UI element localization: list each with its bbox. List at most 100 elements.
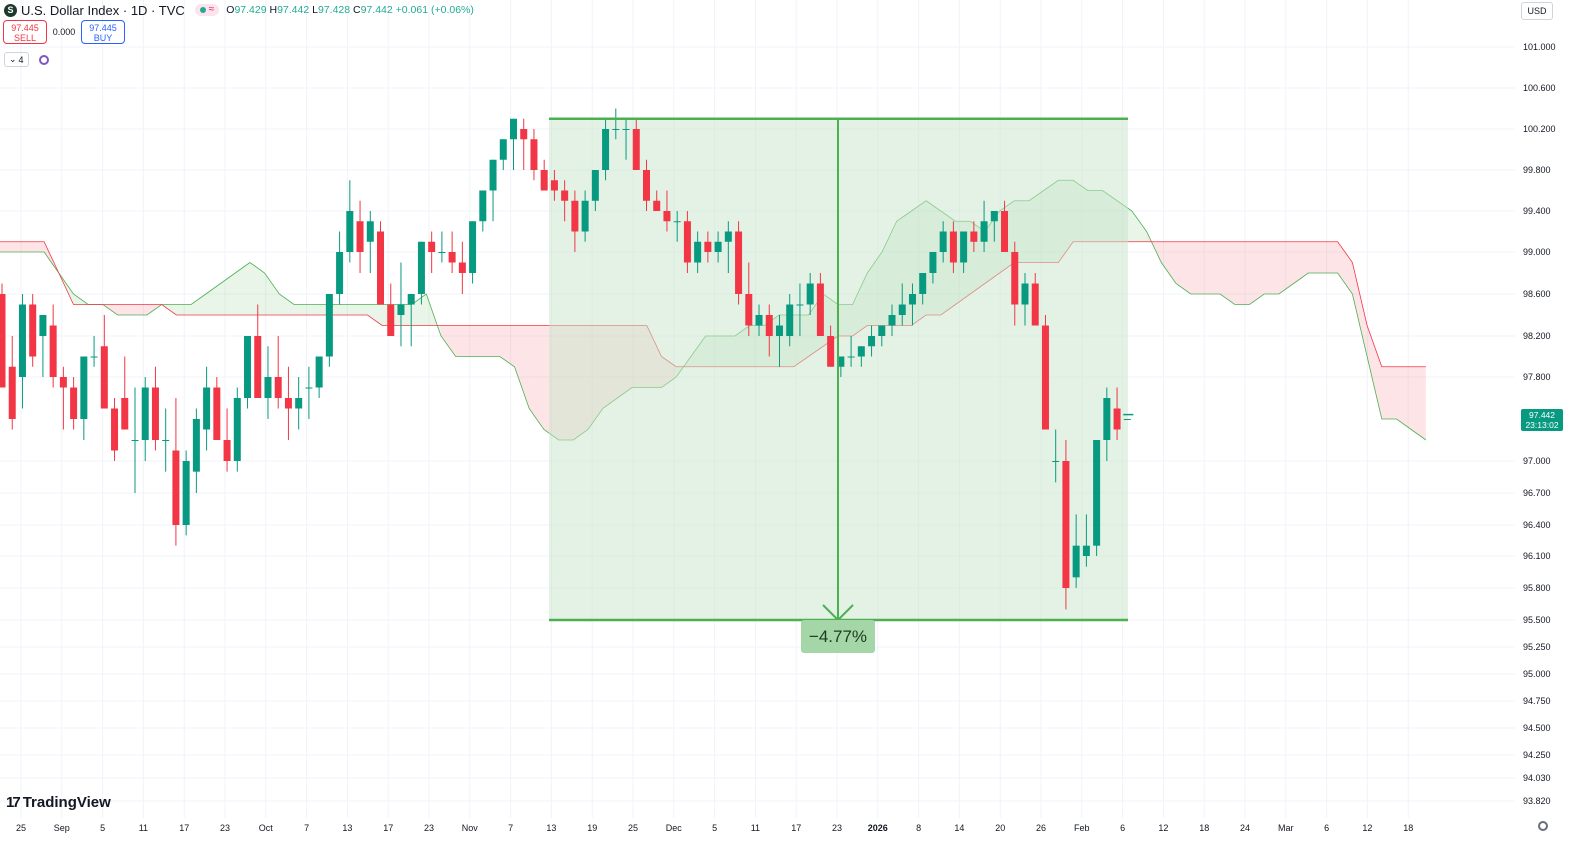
candle-body xyxy=(59,377,67,388)
time-tick-label: 18 xyxy=(1199,823,1209,833)
candle-body xyxy=(806,283,814,305)
candle xyxy=(642,159,650,211)
candle-body xyxy=(1021,283,1029,305)
candle-body xyxy=(816,283,824,336)
candle xyxy=(49,304,57,388)
buy-button[interactable]: 97.445 BUY xyxy=(81,20,125,44)
low-value: 97.428 xyxy=(317,4,351,16)
candle-body xyxy=(325,294,333,357)
candle xyxy=(366,211,374,273)
candle xyxy=(694,231,702,273)
ichimoku-cloud-segment xyxy=(176,304,192,315)
candle xyxy=(1062,440,1070,610)
ichimoku-cloud-segment xyxy=(1161,241,1176,284)
indicators-row: ⌄ 4 xyxy=(4,52,49,67)
candle xyxy=(827,325,835,367)
candle xyxy=(203,366,211,451)
candle-body xyxy=(377,231,385,305)
price-tick-label: 95.500 xyxy=(1523,615,1551,625)
candle-body xyxy=(0,294,6,388)
candle xyxy=(407,294,415,347)
candle xyxy=(653,190,661,211)
time-tick-label: 25 xyxy=(628,823,638,833)
candle-body xyxy=(898,304,906,315)
time-tick-label: 23 xyxy=(832,823,842,833)
candle xyxy=(305,366,313,419)
time-tick-label: 20 xyxy=(995,823,1005,833)
candle-body xyxy=(1062,461,1070,588)
ichimoku-cloud-segment xyxy=(220,273,236,315)
ichimoku-cloud-segment xyxy=(529,325,544,430)
candle-body xyxy=(417,241,425,294)
ichimoku-cloud-segment xyxy=(485,325,500,357)
refresh-icon[interactable] xyxy=(38,54,49,65)
currency-button[interactable]: USD xyxy=(1521,2,1553,20)
candle-body xyxy=(192,419,200,472)
candle-body xyxy=(387,304,395,336)
candle-body xyxy=(356,221,364,252)
candle xyxy=(591,170,599,211)
indicators-toggle-button[interactable]: ⌄ 4 xyxy=(4,52,29,67)
candle xyxy=(213,377,221,440)
candle xyxy=(673,211,681,242)
tradingview-logo[interactable]: 17 TradingView xyxy=(6,794,111,811)
time-tick-label: 11 xyxy=(751,823,760,833)
candle-body xyxy=(949,231,957,263)
candle xyxy=(980,200,988,252)
candle-body xyxy=(100,346,108,409)
time-tick-label: 8 xyxy=(916,823,921,833)
last-price-label: 97.442 23:13:02 xyxy=(1521,409,1563,431)
candle-body xyxy=(642,170,650,201)
candle xyxy=(612,108,620,140)
candle xyxy=(325,294,333,367)
candle-body xyxy=(336,252,344,294)
price-tick-label: 95.000 xyxy=(1523,669,1551,679)
sell-button[interactable]: 97.445 SELL xyxy=(3,20,47,44)
ichimoku-cloud-segment xyxy=(411,294,427,326)
candle-body xyxy=(612,129,620,130)
candle-body xyxy=(960,231,968,263)
candle xyxy=(356,200,364,273)
symbol-title[interactable]: U.S. Dollar Index · 1D · TVC xyxy=(21,2,185,18)
candle xyxy=(1031,273,1039,326)
candle xyxy=(274,336,282,409)
price-tick-label: 100.200 xyxy=(1523,124,1556,134)
price-tick-label: 100.600 xyxy=(1523,83,1556,93)
settings-gear-icon[interactable] xyxy=(1538,821,1548,831)
candle-body xyxy=(499,139,507,160)
candle-body xyxy=(1041,325,1049,430)
price-tick-label: 96.700 xyxy=(1523,488,1551,498)
tradingview-logo-icon: 17 xyxy=(6,794,21,811)
candle xyxy=(704,231,712,263)
candle-body xyxy=(407,294,415,305)
candle xyxy=(162,408,170,472)
price-tick-label: 97.800 xyxy=(1523,372,1551,382)
market-status-badge[interactable]: ≈ xyxy=(194,4,220,16)
candle xyxy=(1123,419,1131,420)
candle-body xyxy=(1103,398,1111,440)
candle xyxy=(581,190,589,242)
candle-body xyxy=(694,241,702,263)
time-tick-label: 17 xyxy=(179,823,189,833)
candle xyxy=(510,118,517,170)
candle xyxy=(264,346,272,419)
ichimoku-cloud-segment xyxy=(264,273,280,315)
time-tick-label: 25 xyxy=(16,823,26,833)
candle-body xyxy=(908,294,916,305)
ichimoku-cloud-segment xyxy=(1234,241,1250,305)
ichimoku-cloud-segment xyxy=(1249,241,1265,305)
candle-body xyxy=(939,231,947,252)
price-tick-label: 98.200 xyxy=(1523,331,1551,341)
candle xyxy=(438,231,446,263)
close-value: 97.442 xyxy=(360,4,393,16)
candle-body xyxy=(970,231,978,242)
time-tick-label: Sep xyxy=(54,823,70,833)
candle-body xyxy=(632,129,640,170)
time-tick-label: 5 xyxy=(100,823,105,833)
candle-body xyxy=(990,211,998,222)
candle xyxy=(1103,387,1111,461)
candle-body xyxy=(663,211,671,222)
approx-icon: ≈ xyxy=(208,4,215,15)
